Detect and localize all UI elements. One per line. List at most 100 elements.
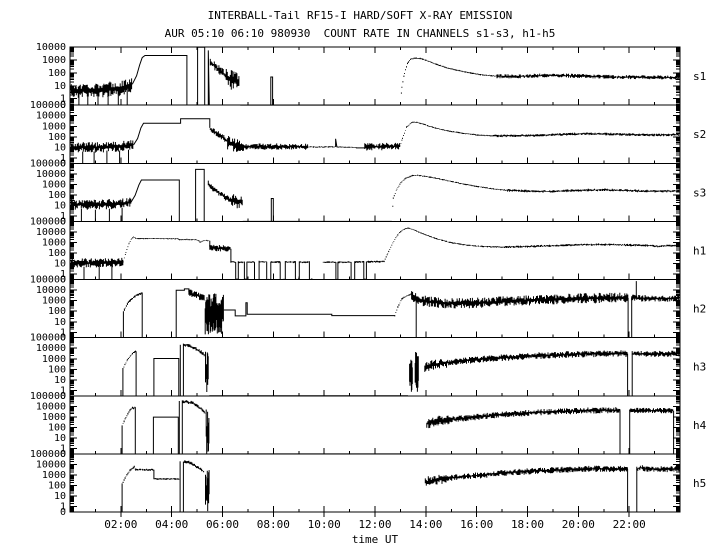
trace-h3 bbox=[409, 359, 413, 392]
panel-frame-h5 bbox=[69, 453, 681, 513]
trace-s2 bbox=[492, 132, 680, 138]
trace-h1 bbox=[383, 227, 504, 262]
trace-s2 bbox=[399, 121, 494, 147]
trace-h1 bbox=[70, 257, 124, 268]
trace-s2 bbox=[336, 146, 357, 148]
y-tick-label: 10000 bbox=[36, 227, 66, 238]
x-axis-label: time UT bbox=[352, 533, 399, 546]
trace-s1 bbox=[399, 57, 497, 106]
y-tick-label: 0 bbox=[60, 216, 66, 227]
y-tick-label: 100000 bbox=[30, 158, 66, 169]
trace-h4 bbox=[629, 407, 674, 414]
y-tick-label: 100000 bbox=[30, 275, 66, 286]
y-tick-label: 1 bbox=[60, 327, 66, 338]
trace-h2 bbox=[631, 294, 680, 302]
trace-s1 bbox=[197, 46, 206, 106]
trace-h5 bbox=[182, 460, 205, 512]
trace-s1 bbox=[70, 78, 133, 98]
trace-s1 bbox=[225, 69, 240, 90]
trace-s2 bbox=[227, 136, 244, 152]
panel-ticks-h5 bbox=[70, 453, 680, 517]
x-tick-label: 04:00 bbox=[155, 518, 188, 531]
panel-label-h1: h1 bbox=[693, 244, 706, 257]
y-tick-label: 10000 bbox=[36, 285, 66, 296]
y-tick-label: 0 bbox=[60, 391, 66, 402]
trace-s3 bbox=[70, 197, 132, 210]
panel-label-h4: h4 bbox=[693, 419, 707, 432]
y-tick-label: 1 bbox=[60, 444, 66, 455]
trace-s3 bbox=[270, 198, 274, 222]
trace-h1 bbox=[502, 243, 680, 248]
y-tick-label: 1 bbox=[60, 211, 66, 222]
trace-h2 bbox=[175, 288, 190, 338]
trace-h3 bbox=[446, 350, 628, 366]
y-tick-label: 0 bbox=[60, 449, 66, 460]
y-tick-label: 10 bbox=[54, 491, 66, 502]
x-tick-label: 12:00 bbox=[358, 518, 391, 531]
x-tick-label: 18:00 bbox=[511, 518, 544, 531]
trace-h4 bbox=[181, 400, 206, 454]
y-tick-label: 10000 bbox=[36, 343, 66, 354]
panel-frame-h1 bbox=[69, 220, 681, 281]
trace-s1 bbox=[207, 50, 210, 106]
trace-h2 bbox=[411, 291, 629, 309]
panel-frame-h2 bbox=[69, 279, 681, 339]
panel-ticks-s2 bbox=[70, 104, 680, 164]
y-tick-label: 0 bbox=[60, 275, 66, 286]
y-tick-label: 1 bbox=[60, 269, 66, 280]
trace-s3 bbox=[230, 194, 243, 209]
trace-s1 bbox=[270, 76, 274, 106]
y-tick-label: 100 bbox=[48, 306, 66, 317]
y-tick-label: 0 bbox=[60, 158, 66, 169]
y-tick-label: 10000 bbox=[36, 459, 66, 470]
y-tick-label: 0 bbox=[60, 100, 66, 111]
trace-s1 bbox=[131, 55, 188, 106]
trace-h4 bbox=[121, 406, 136, 454]
x-tick-label: 06:00 bbox=[206, 518, 239, 531]
y-tick-label: 10 bbox=[54, 201, 66, 212]
trace-h4 bbox=[426, 415, 450, 429]
trace-h3 bbox=[205, 351, 209, 392]
chart-subtitle: AUR 05:10 06:10 980930 COUNT RATE IN CHA… bbox=[164, 27, 556, 40]
panel-label-s1: s1 bbox=[693, 70, 706, 83]
y-tick-label: 10 bbox=[54, 317, 66, 328]
trace-s2 bbox=[133, 118, 211, 146]
y-tick-label: 100 bbox=[48, 132, 66, 143]
y-tick-label: 10000 bbox=[36, 111, 66, 122]
trace-s3 bbox=[391, 174, 505, 222]
panel-frame-h4 bbox=[69, 395, 681, 455]
x-tick-label: 14:00 bbox=[409, 518, 442, 531]
panel-ticks-h4 bbox=[70, 395, 680, 454]
trace-h1 bbox=[122, 236, 211, 263]
panel-label-h3: h3 bbox=[693, 361, 706, 374]
x-tick-label: 20:00 bbox=[562, 518, 595, 531]
trace-s1 bbox=[496, 73, 680, 80]
y-tick-label: 10 bbox=[54, 433, 66, 444]
y-tick-label: 1000 bbox=[42, 296, 66, 307]
y-tick-label: 1000 bbox=[42, 179, 66, 190]
y-tick-label: 1 bbox=[60, 502, 66, 513]
panel-ticks-h1 bbox=[70, 220, 680, 280]
trace-h3 bbox=[153, 358, 180, 396]
trace-h3 bbox=[414, 352, 419, 392]
trace-h2 bbox=[223, 302, 395, 317]
trace-h2 bbox=[394, 293, 412, 317]
trace-h5 bbox=[205, 470, 210, 512]
trace-h3 bbox=[122, 350, 137, 396]
chart-title: INTERBALL-Tail RF15-I HARD/SOFT X-RAY EM… bbox=[207, 9, 513, 22]
panel-label-s2: s2 bbox=[693, 128, 706, 141]
trace-h5 bbox=[424, 474, 447, 486]
trace-s2 bbox=[335, 138, 338, 148]
panel-frame-s3 bbox=[69, 162, 681, 222]
y-tick-label: 100 bbox=[48, 481, 66, 492]
trace-h2 bbox=[204, 293, 224, 335]
panel-label-s3: s3 bbox=[693, 186, 706, 199]
y-tick-label: 10 bbox=[54, 81, 66, 92]
y-tick-label: 100 bbox=[48, 248, 66, 259]
panel-ticks-s3 bbox=[70, 162, 680, 222]
y-tick-label: 10 bbox=[54, 375, 66, 386]
y-tick-label: 0 bbox=[60, 333, 66, 344]
y-tick-label: 1000 bbox=[42, 470, 66, 481]
